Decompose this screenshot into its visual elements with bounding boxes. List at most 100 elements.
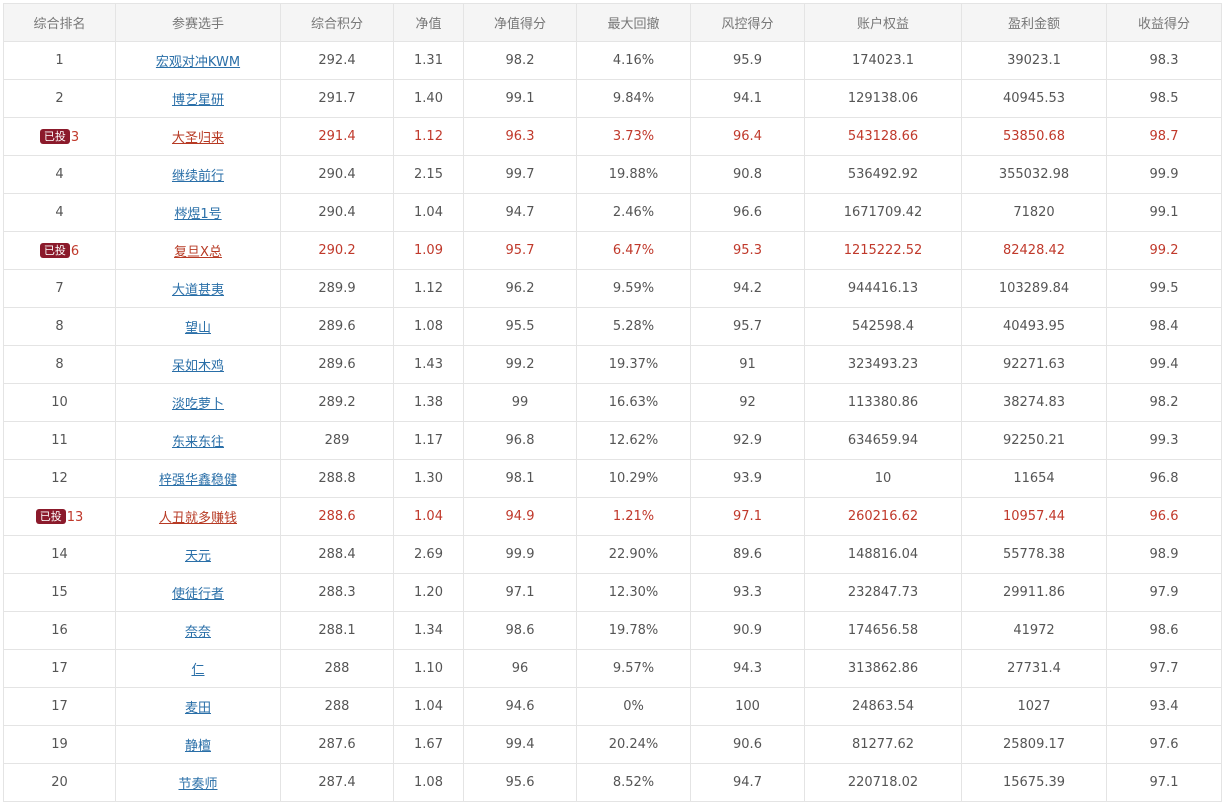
cell-nav: 1.08: [393, 307, 464, 346]
cell-nav-score: 96.8: [463, 421, 577, 460]
cell-nav: 2.15: [393, 155, 464, 194]
header-return-score[interactable]: 收益得分: [1106, 3, 1222, 42]
cell-rank: 8: [3, 307, 116, 346]
cell-player: 大道甚夷: [115, 269, 281, 308]
table-row: 已投 13 人丑就多赚钱 288.6 1.04 94.9 1.21% 97.1 260216.6…: [3, 497, 1222, 536]
cell-score: 288.6: [280, 497, 394, 536]
cell-player: 梣煜1号: [115, 193, 281, 232]
cell-player: 节奏师: [115, 763, 281, 802]
cell-profit: 71820: [961, 193, 1107, 232]
cell-profit: 11654: [961, 459, 1107, 498]
cell-return-score: 93.4: [1106, 687, 1222, 726]
player-link[interactable]: 梣煜1号: [174, 207, 222, 222]
cell-rank: 17: [3, 649, 116, 688]
player-link[interactable]: 天元: [184, 549, 211, 564]
cell-return-score: 98.9: [1106, 535, 1222, 574]
cell-player: 人丑就多赚钱: [115, 497, 281, 536]
cell-score: 290.4: [280, 155, 394, 194]
cell-nav: 1.04: [393, 497, 464, 536]
rank-value: 3: [70, 129, 80, 145]
cell-return-score: 98.6: [1106, 611, 1222, 650]
table-row: 17 麦田 288 1.04 94.6 0% 100 24863.54 1027 93.4: [3, 687, 1222, 726]
cell-equity: 174656.58: [804, 611, 962, 650]
cell-player: 望山: [115, 307, 281, 346]
cell-equity: 323493.23: [804, 345, 962, 384]
cell-score: 288: [280, 649, 394, 688]
cell-score: 288: [280, 687, 394, 726]
header-nav[interactable]: 净值: [393, 3, 464, 42]
header-risk-score[interactable]: 风控得分: [690, 3, 805, 42]
header-rank[interactable]: 综合排名: [3, 3, 116, 42]
cell-equity: 174023.1: [804, 41, 962, 80]
cell-nav-score: 99.9: [463, 535, 577, 574]
table-row: 4 梣煜1号 290.4 1.04 94.7 2.46% 96.6 1671709.42 718…: [3, 193, 1222, 232]
player-link[interactable]: 宏观对冲KWM: [155, 55, 241, 70]
cell-score: 289.6: [280, 345, 394, 384]
cell-score: 289.2: [280, 383, 394, 422]
rank-value: 4: [55, 205, 64, 220]
player-link[interactable]: 麦田: [184, 701, 211, 716]
player-link[interactable]: 望山: [184, 321, 211, 336]
cell-risk-score: 89.6: [690, 535, 805, 574]
player-link[interactable]: 东来东往: [171, 435, 224, 450]
table-row: 4 继续前行 290.4 2.15 99.7 19.88% 90.8 536492.92 355…: [3, 155, 1222, 194]
player-link[interactable]: 呆如木鸡: [171, 359, 224, 374]
cell-return-score: 98.4: [1106, 307, 1222, 346]
header-max-drawdown[interactable]: 最大回撤: [576, 3, 691, 42]
player-link[interactable]: 大道甚夷: [171, 283, 224, 298]
cell-nav: 1.04: [393, 687, 464, 726]
header-player[interactable]: 参赛选手: [115, 3, 281, 42]
player-link[interactable]: 大圣归来: [171, 131, 224, 146]
header-score[interactable]: 综合积分: [280, 3, 394, 42]
cell-nav-score: 99: [463, 383, 577, 422]
table-row: 已投 3 大圣归来 291.4 1.12 96.3 3.73% 96.4 543128.66 53…: [3, 117, 1222, 156]
rank-value: 13: [66, 509, 84, 525]
table-row: 11 东来东往 289 1.17 96.8 12.62% 92.9 634659.94 9225…: [3, 421, 1222, 460]
header-profit[interactable]: 盈利金额: [961, 3, 1107, 42]
player-link[interactable]: 静檀: [184, 739, 211, 754]
cell-risk-score: 95.9: [690, 41, 805, 80]
cell-max-drawdown: 9.59%: [576, 269, 691, 308]
cell-return-score: 99.3: [1106, 421, 1222, 460]
header-nav-score[interactable]: 净值得分: [463, 3, 577, 42]
player-link[interactable]: 博艺星研: [171, 93, 224, 108]
cell-rank: 16: [3, 611, 116, 650]
cell-nav-score: 95.6: [463, 763, 577, 802]
cell-score: 288.3: [280, 573, 394, 612]
player-link[interactable]: 人丑就多赚钱: [158, 511, 237, 526]
cell-equity: 536492.92: [804, 155, 962, 194]
player-link[interactable]: 奈奈: [184, 625, 211, 640]
header-equity[interactable]: 账户权益: [804, 3, 962, 42]
cell-player: 宏观对冲KWM: [115, 41, 281, 80]
cell-nav-score: 94.9: [463, 497, 577, 536]
player-link[interactable]: 节奏师: [178, 777, 218, 792]
cell-return-score: 99.1: [1106, 193, 1222, 232]
table-row: 10 淡吃萝卜 289.2 1.38 99 16.63% 92 113380.86 38274.…: [3, 383, 1222, 422]
player-link[interactable]: 梓强华鑫稳健: [158, 473, 237, 488]
player-link[interactable]: 淡吃萝卜: [171, 397, 224, 412]
cell-max-drawdown: 22.90%: [576, 535, 691, 574]
cell-score: 287.6: [280, 725, 394, 764]
cell-risk-score: 96.6: [690, 193, 805, 232]
cell-nav: 1.17: [393, 421, 464, 460]
player-link[interactable]: 继续前行: [171, 169, 224, 184]
cell-return-score: 98.5: [1106, 79, 1222, 118]
cell-nav-score: 98.2: [463, 41, 577, 80]
player-link[interactable]: 复旦X总: [174, 245, 222, 260]
cell-equity: 944416.13: [804, 269, 962, 308]
player-link[interactable]: 使徒行者: [171, 587, 224, 602]
cell-risk-score: 94.2: [690, 269, 805, 308]
cell-max-drawdown: 20.24%: [576, 725, 691, 764]
player-link[interactable]: 仁: [191, 663, 205, 678]
cell-rank: 10: [3, 383, 116, 422]
rank-value: 20: [51, 775, 68, 790]
cell-player: 静檀: [115, 725, 281, 764]
cell-risk-score: 91: [690, 345, 805, 384]
rank-value: 1: [55, 53, 64, 68]
cell-profit: 103289.84: [961, 269, 1107, 308]
cell-max-drawdown: 1.21%: [576, 497, 691, 536]
cell-nav: 1.34: [393, 611, 464, 650]
cell-risk-score: 93.3: [690, 573, 805, 612]
cell-return-score: 99.9: [1106, 155, 1222, 194]
cell-profit: 53850.68: [961, 117, 1107, 156]
